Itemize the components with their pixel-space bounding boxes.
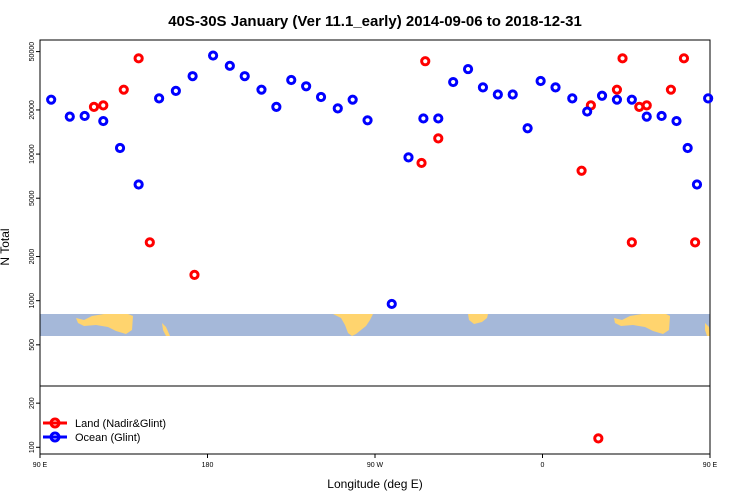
x-axis-label: Longitude (deg E) xyxy=(327,477,422,491)
legend-label-land: Land (Nadir&Glint) xyxy=(75,418,166,430)
legend-label-ocean: Ocean (Glint) xyxy=(75,432,140,444)
map-strip xyxy=(40,314,710,336)
chart-title: 40S-30S January (Ver 11.1_early) 2014-09… xyxy=(168,13,582,30)
ocean-point xyxy=(114,142,126,154)
ocean-point xyxy=(611,94,623,105)
ocean-point xyxy=(462,63,474,75)
map-land-south-america xyxy=(333,314,373,336)
land-point xyxy=(678,53,690,64)
land-point xyxy=(626,237,637,248)
ocean-point xyxy=(582,106,593,117)
ocean-point xyxy=(347,94,358,105)
map-land-africa xyxy=(468,314,488,324)
y-tick-label: 5000 xyxy=(29,190,36,206)
ocean-point xyxy=(522,123,533,134)
land-point xyxy=(420,56,431,67)
legend-marker-land xyxy=(49,417,61,429)
land-point xyxy=(416,157,427,169)
ocean-point xyxy=(433,113,444,124)
land-point xyxy=(88,101,100,112)
ocean-point xyxy=(691,179,703,190)
ocean-point xyxy=(224,60,235,71)
ocean-point xyxy=(286,74,297,86)
land-point xyxy=(690,237,701,248)
ocean-point xyxy=(187,71,198,82)
land-point xyxy=(665,84,677,95)
x-tick-label: 90 E xyxy=(33,462,48,469)
land-point xyxy=(611,84,623,95)
ocean-point xyxy=(535,75,546,87)
land-point xyxy=(641,100,652,111)
y-axis-label: N Total xyxy=(0,228,12,265)
ocean-point xyxy=(403,152,414,163)
ocean-point xyxy=(418,113,429,124)
x-tick-label: 180 xyxy=(202,462,214,469)
land-point xyxy=(433,133,444,144)
ocean-point xyxy=(64,111,75,122)
ocean-point xyxy=(703,93,714,104)
ocean-point xyxy=(682,142,693,154)
map-land-australia-repeat xyxy=(614,314,670,334)
land-point xyxy=(133,53,144,64)
ocean-point xyxy=(79,110,90,122)
y-tick-label: 10000 xyxy=(29,144,36,164)
ocean-point xyxy=(596,90,608,101)
ocean-point xyxy=(301,81,312,92)
ocean-point xyxy=(550,82,561,93)
ocean-point xyxy=(133,179,144,190)
y-tick-label: 100 xyxy=(29,441,36,453)
x-tick-label: 90 W xyxy=(367,462,384,469)
ocean-point xyxy=(207,50,219,61)
land-point xyxy=(189,269,200,280)
map-land-new-zealand-repeat xyxy=(705,323,710,336)
ocean-point xyxy=(386,298,397,310)
land-point xyxy=(593,433,604,444)
ocean-point xyxy=(46,94,57,105)
ocean-point xyxy=(567,93,578,104)
ocean-point xyxy=(477,82,489,93)
y-tick-label: 500 xyxy=(29,339,36,351)
ocean-point xyxy=(315,91,327,103)
land-point xyxy=(576,165,587,176)
y-tick-label: 20000 xyxy=(29,100,36,120)
ocean-point xyxy=(671,115,682,127)
map-ocean xyxy=(40,314,710,336)
ocean-point xyxy=(256,84,267,95)
axis-ticks: 90 E 180 90 W 0 90 E 100 200 500 1000 2000 5000 100… xyxy=(29,42,718,469)
ocean-point xyxy=(332,103,343,114)
map-land-australia xyxy=(76,314,133,334)
map-land-new-zealand xyxy=(162,323,170,336)
legend: Land (Nadir&Glint) Ocean (Glint) xyxy=(43,417,166,444)
y-tick-label: 2000 xyxy=(29,249,36,265)
ocean-point xyxy=(239,71,250,82)
ocean-point xyxy=(641,111,652,122)
ocean-point xyxy=(626,94,637,105)
ocean-point xyxy=(448,76,459,88)
ocean-point xyxy=(98,115,109,127)
land-point xyxy=(617,53,628,64)
ocean-point xyxy=(154,93,165,104)
x-tick-label: 90 E xyxy=(703,462,718,469)
ocean-point xyxy=(507,89,518,100)
series-ocean xyxy=(46,50,714,310)
y-tick-label: 1000 xyxy=(29,293,36,309)
legend-marker-ocean xyxy=(49,431,61,443)
y-tick-label: 200 xyxy=(29,397,36,409)
y-tick-label: 50000 xyxy=(29,42,36,62)
plot-frame xyxy=(39,39,711,455)
land-point xyxy=(144,237,155,248)
ocean-point xyxy=(492,89,503,100)
series-land xyxy=(88,53,701,444)
land-point xyxy=(118,84,129,95)
ocean-point xyxy=(170,85,181,96)
ocean-point xyxy=(362,115,373,126)
land-point xyxy=(98,100,109,111)
ocean-point xyxy=(656,110,667,122)
x-tick-label: 0 xyxy=(541,462,545,469)
ocean-point xyxy=(271,101,282,112)
